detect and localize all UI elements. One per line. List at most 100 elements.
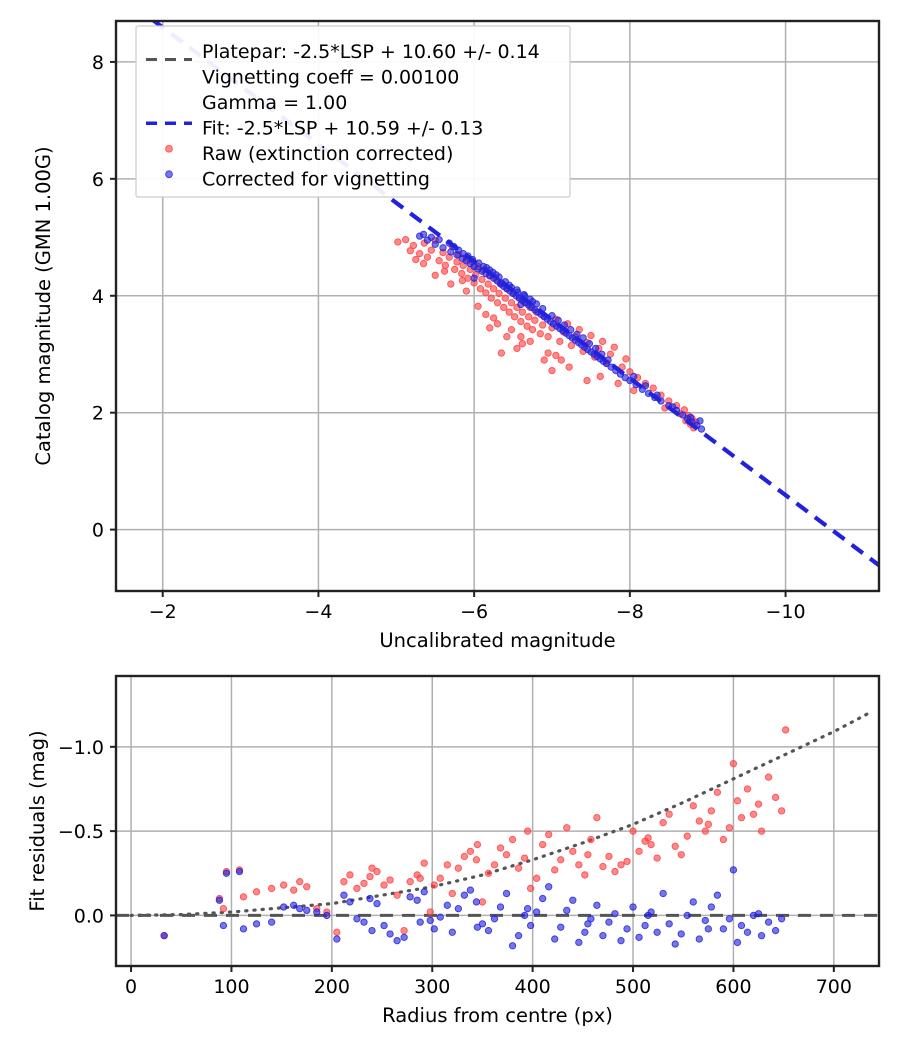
data-point — [599, 932, 607, 940]
data-point — [482, 289, 490, 297]
data-point — [487, 294, 495, 302]
data-point — [502, 851, 511, 859]
data-point — [551, 935, 559, 943]
data-point — [406, 893, 414, 901]
data-point — [472, 898, 481, 906]
vignetting-curve — [129, 711, 871, 918]
data-point — [427, 233, 435, 241]
data-point — [526, 921, 535, 930]
data-point — [539, 894, 547, 903]
legend-label: Gamma = 1.00 — [202, 92, 347, 114]
data-point — [420, 859, 428, 867]
data-point — [252, 920, 261, 928]
data-point — [719, 835, 728, 844]
legend-entry[interactable]: Platepar: -2.5*LSP + 10.60 +/- 0.14 Vigne… — [146, 41, 540, 114]
data-point — [458, 269, 466, 278]
data-point — [539, 321, 547, 329]
data-point — [526, 884, 535, 893]
y-tick-label: 0 — [92, 520, 104, 542]
data-point — [296, 878, 304, 886]
data-point — [497, 349, 506, 357]
data-point — [757, 932, 766, 940]
data-point — [764, 773, 773, 781]
data-point — [771, 793, 780, 802]
data-point — [503, 333, 511, 341]
data-point — [486, 324, 494, 332]
data-point — [393, 891, 401, 899]
data-point — [707, 903, 715, 911]
data-point — [435, 257, 443, 265]
data-point — [540, 356, 548, 364]
data-point — [569, 847, 577, 855]
x-axis-label: Radius from centre (px) — [382, 1004, 613, 1027]
data-point — [431, 240, 439, 248]
data-point — [733, 797, 742, 805]
data-point — [366, 894, 374, 903]
plot-content — [116, 711, 879, 950]
data-point — [671, 842, 679, 850]
data-point — [583, 376, 591, 385]
data-point — [380, 921, 388, 930]
data-point — [409, 241, 418, 250]
fit-line — [150, 21, 879, 567]
data-point — [644, 834, 652, 842]
data-point — [484, 280, 492, 288]
data-point — [478, 898, 487, 906]
data-point — [545, 883, 553, 891]
data-point — [563, 824, 571, 832]
data-point — [303, 906, 311, 915]
data-point — [280, 903, 288, 911]
data-point — [622, 355, 630, 363]
data-point — [478, 275, 486, 284]
legend-entry[interactable]: Corrected for vignetting — [165, 168, 430, 190]
data-point — [373, 867, 381, 876]
legend-entry[interactable]: Raw (extinction corrected) — [165, 143, 454, 165]
data-point — [215, 896, 224, 904]
data-point — [635, 933, 643, 941]
data-point — [569, 896, 577, 904]
data-point — [360, 918, 368, 926]
data-point — [545, 830, 553, 839]
x-tick-label: 700 — [816, 976, 852, 998]
series-raw-extinction-corrected — [394, 235, 700, 432]
data-point — [581, 871, 589, 879]
data-point — [400, 933, 408, 941]
data-point — [426, 916, 434, 925]
data-point — [593, 901, 601, 909]
data-point — [514, 864, 523, 872]
legend-entry[interactable]: Fit: -2.5*LSP + 10.59 +/- 0.13 — [146, 117, 483, 139]
data-point — [523, 905, 532, 913]
data-point — [598, 337, 607, 346]
data-point — [478, 920, 487, 928]
data-point — [551, 866, 559, 874]
data-point — [296, 905, 304, 913]
data-point — [394, 238, 402, 246]
legend-label: Corrected for vignetting — [202, 168, 430, 190]
data-point — [611, 867, 619, 876]
data-point — [533, 874, 541, 882]
data-point — [406, 878, 414, 886]
data-point — [623, 925, 631, 933]
data-point — [524, 313, 533, 321]
data-point — [695, 817, 703, 825]
data-point — [340, 878, 348, 886]
data-point — [659, 889, 667, 898]
data-point — [683, 911, 691, 920]
data-point — [239, 893, 248, 901]
data-point — [707, 807, 715, 815]
data-point — [400, 926, 408, 935]
x-tick-label: −2 — [149, 601, 177, 623]
data-point — [440, 267, 449, 275]
data-point — [683, 832, 691, 840]
y-tick-label: 0.0 — [74, 905, 104, 927]
x-tick-label: 300 — [414, 976, 450, 998]
data-point — [419, 259, 428, 268]
data-point — [353, 884, 361, 893]
data-point — [671, 940, 679, 948]
x-tick-label: −6 — [460, 601, 488, 623]
data-point — [713, 891, 722, 899]
data-point — [466, 847, 475, 855]
x-tick-label: −10 — [766, 601, 806, 623]
x-tick-label: −4 — [304, 601, 332, 623]
